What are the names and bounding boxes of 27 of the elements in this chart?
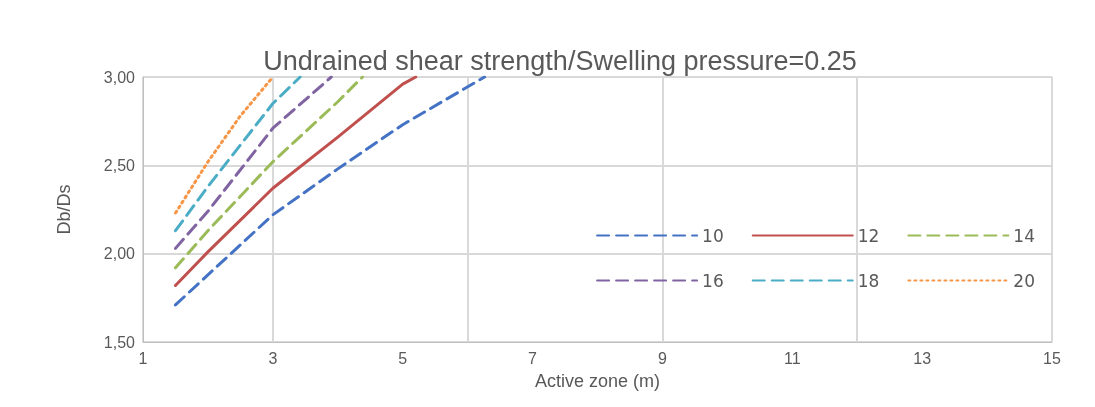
x-tick-label: 11 <box>783 349 801 367</box>
y-tick-label: 1,50 <box>103 333 136 351</box>
text: 18 <box>857 270 880 291</box>
line-series <box>173 75 487 307</box>
text: 20 <box>1013 270 1036 291</box>
text: 12 <box>857 225 880 246</box>
line-series <box>173 75 418 287</box>
y-tick-label: 2,00 <box>103 245 136 263</box>
x-tick-label: 5 <box>398 349 408 367</box>
chart-title: Undrained shear strength/Swelling pressure=0.25 <box>263 45 857 76</box>
x-tick-label: 13 <box>913 349 932 367</box>
y-axis-title: Db/Ds <box>54 184 74 235</box>
x-tick-label: 3 <box>268 349 278 367</box>
y-tick-label: 2,50 <box>103 156 136 174</box>
text: 16 <box>702 270 724 291</box>
line-series <box>173 75 333 250</box>
text: 14 <box>1013 225 1036 246</box>
y-tick-label: 3,00 <box>103 68 136 86</box>
line-series <box>173 75 275 215</box>
text: 10 <box>702 225 724 246</box>
line-series <box>173 75 364 270</box>
line-series <box>173 75 302 233</box>
x-tick-label: 7 <box>528 349 538 367</box>
x-tick-label: 1 <box>138 349 148 367</box>
x-tick-label: 9 <box>657 349 667 367</box>
x-tick-label: 15 <box>1043 349 1061 367</box>
x-axis-title: Active zone (m) <box>534 371 661 391</box>
